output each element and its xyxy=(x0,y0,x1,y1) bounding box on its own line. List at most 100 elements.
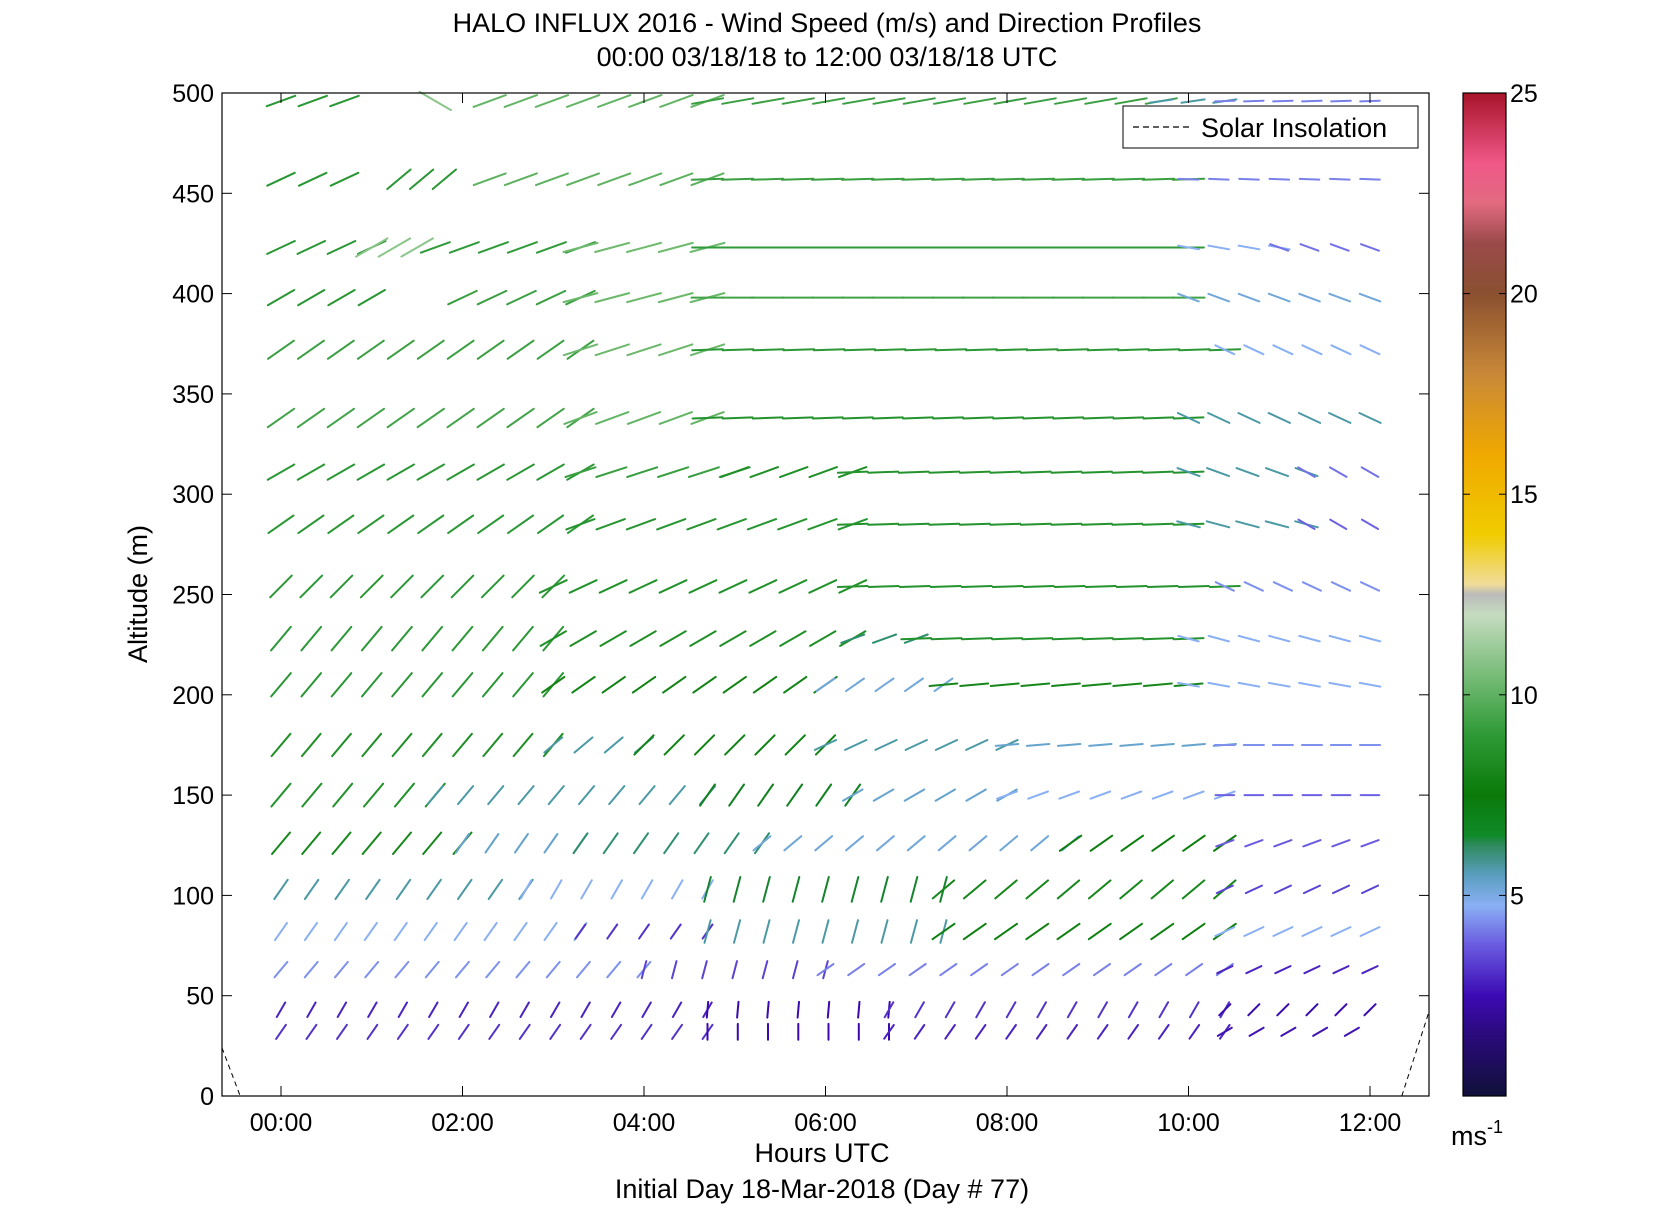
wind-barb xyxy=(1305,1003,1319,1017)
wind-barb xyxy=(266,463,296,481)
wind-barb xyxy=(1027,790,1049,800)
wind-barb xyxy=(562,241,599,253)
wind-barb xyxy=(267,339,295,360)
wind-barb xyxy=(477,241,509,254)
wind-barb xyxy=(1363,1003,1377,1017)
wind-barb xyxy=(1243,926,1265,937)
wind-barb xyxy=(446,463,475,481)
wind-barb xyxy=(638,923,650,940)
wind-barb xyxy=(447,289,478,306)
wind-barb xyxy=(1301,926,1323,937)
wind-barb xyxy=(914,1001,925,1019)
wind-barb xyxy=(1298,634,1321,643)
wind-barb xyxy=(757,783,774,807)
wind-barb xyxy=(489,1001,500,1018)
wind-barb xyxy=(1359,177,1381,181)
wind-barb xyxy=(565,94,601,108)
wind-barb xyxy=(296,240,326,255)
wind-barb xyxy=(477,514,505,535)
wind-barb xyxy=(786,783,804,807)
wind-barb xyxy=(691,97,725,105)
wind-barb xyxy=(391,672,413,698)
wind-barb xyxy=(821,876,830,903)
wind-barb xyxy=(1359,344,1381,356)
wind-barb xyxy=(779,466,809,479)
wind-barb xyxy=(297,339,325,360)
wind-barb xyxy=(267,514,295,535)
wind-barb xyxy=(305,1023,318,1040)
wind-barb xyxy=(909,876,919,903)
wind-barb xyxy=(365,878,381,900)
wind-barb xyxy=(271,831,291,855)
colorbar-tick-label: 15 xyxy=(1510,481,1538,509)
wind-barb xyxy=(296,463,326,481)
wind-barb xyxy=(274,921,288,942)
wind-barb xyxy=(1208,177,1230,181)
wind-barb xyxy=(784,734,806,756)
wind-barb xyxy=(1243,344,1265,356)
wind-barb xyxy=(1056,348,1089,352)
wind-barb xyxy=(1176,467,1201,478)
wind-barb xyxy=(752,675,778,694)
wind-barb xyxy=(270,672,292,698)
wind-barb xyxy=(931,879,956,900)
wind-barb xyxy=(1214,926,1236,937)
wind-barb xyxy=(506,463,535,481)
wind-barb xyxy=(815,677,836,693)
wind-barb xyxy=(928,522,961,526)
wind-barb xyxy=(446,407,475,429)
wind-barb xyxy=(594,292,631,304)
wind-barb xyxy=(518,1023,531,1040)
wind-barb xyxy=(807,518,838,531)
wind-barb xyxy=(455,833,470,854)
wind-barb xyxy=(1264,520,1290,529)
wind-barb xyxy=(1089,834,1114,852)
wind-barb xyxy=(671,1001,683,1018)
wind-barb xyxy=(270,625,292,652)
wind-barb xyxy=(367,1001,378,1018)
wind-barb xyxy=(1023,97,1057,105)
wind-barb xyxy=(421,732,443,758)
wind-barb xyxy=(934,788,956,802)
wind-barb xyxy=(629,630,657,647)
wind-barb xyxy=(357,289,386,307)
y-tick-label: 500 xyxy=(172,80,214,108)
wind-barb xyxy=(909,919,918,944)
wind-barb xyxy=(897,522,930,526)
x-tick-label: 08:00 xyxy=(976,1109,1039,1137)
wind-barb xyxy=(1081,177,1116,181)
wind-barb xyxy=(874,739,898,751)
wind-barb xyxy=(731,960,738,980)
wind-barb xyxy=(720,177,755,181)
wind-barb xyxy=(1176,520,1201,529)
wind-barb xyxy=(836,522,869,526)
wind-barb xyxy=(568,579,598,594)
wind-barb xyxy=(657,241,694,253)
wind-barb xyxy=(535,241,567,254)
wind-barb xyxy=(487,878,504,900)
wind-barb xyxy=(503,94,538,108)
wind-barb xyxy=(1081,470,1113,474)
wind-barb xyxy=(1330,581,1352,592)
wind-barb xyxy=(692,675,717,694)
wind-barb xyxy=(812,97,846,105)
wind-barb xyxy=(571,675,596,694)
wind-barb xyxy=(792,960,799,980)
wind-barb xyxy=(562,343,599,357)
wind-barb xyxy=(1298,177,1321,181)
wind-barb xyxy=(597,94,632,108)
wind-barb xyxy=(1112,637,1144,641)
wind-barb xyxy=(845,677,865,693)
wind-barb xyxy=(1089,790,1112,800)
wind-barb xyxy=(409,168,435,190)
wind-barb xyxy=(965,788,987,802)
wind-barb xyxy=(458,1001,469,1018)
wind-barb xyxy=(1216,965,1234,975)
wind-barb xyxy=(851,919,859,944)
chart-subtitle: 00:00 03/18/18 to 12:00 03/18/18 UTC xyxy=(597,42,1058,72)
x-axis-sublabel: Initial Day 18-Mar-2018 (Day # 77) xyxy=(615,1174,1029,1204)
colorbar-tick-label: 5 xyxy=(1510,882,1524,910)
wind-barb xyxy=(1360,243,1380,252)
x-tick-label: 00:00 xyxy=(250,1109,313,1137)
wind-barb xyxy=(989,522,1022,526)
